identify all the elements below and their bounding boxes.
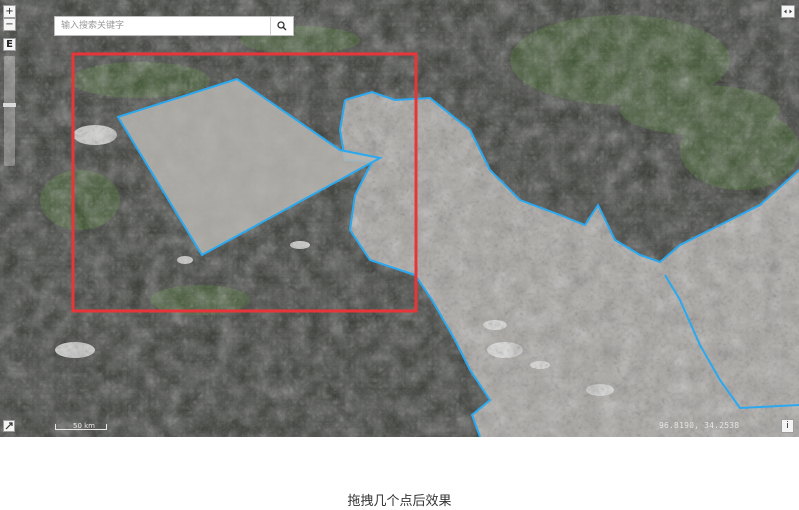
search-input[interactable] [55, 17, 270, 35]
selection-box [71, 52, 418, 313]
expand-icon [5, 422, 13, 430]
zoom-slider-thumb[interactable] [3, 103, 16, 107]
caption: 拖拽几个点后效果 [347, 494, 452, 509]
expand-button[interactable] [3, 420, 15, 432]
scale-bar [55, 424, 107, 430]
layer-toggle-button[interactable]: E [3, 38, 16, 51]
zoom-out-button[interactable]: − [3, 18, 16, 31]
zoom-slider[interactable] [4, 56, 15, 166]
search-button[interactable] [270, 17, 293, 35]
map-view[interactable]: + − E i 50 km 96.8190, 34.2538 [0, 0, 799, 437]
collapse-arrows-icon [784, 9, 792, 14]
zoom-in-button[interactable]: + [3, 5, 16, 18]
search-bar [54, 16, 294, 36]
terrain-basemap [0, 0, 799, 437]
scale-label: 50 km [73, 422, 96, 430]
drawn-polygon [116, 77, 383, 257]
coordinate-readout: 96.8190, 34.2538 [659, 421, 740, 430]
search-icon [277, 21, 287, 31]
info-button[interactable]: i [781, 419, 794, 433]
fullscreen-button[interactable] [781, 5, 795, 18]
